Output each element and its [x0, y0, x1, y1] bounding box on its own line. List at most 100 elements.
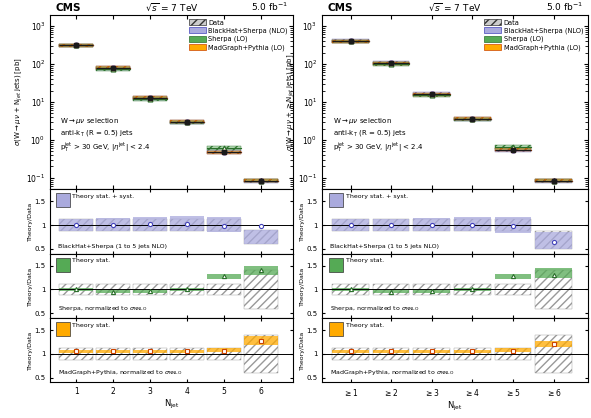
Bar: [245, 179, 278, 183]
X-axis label: N$_{\mathrm{jet}}$: N$_{\mathrm{jet}}$: [447, 400, 463, 413]
Bar: [332, 40, 369, 43]
Bar: [454, 117, 491, 120]
Bar: [535, 179, 572, 182]
Bar: [134, 96, 167, 100]
Bar: [454, 118, 491, 121]
Text: Sherpa, normalized to $\sigma_{\mathrm{NNLO}}$: Sherpa, normalized to $\sigma_{\mathrm{N…: [57, 304, 147, 313]
Bar: [56, 322, 70, 336]
Bar: [373, 62, 410, 65]
Bar: [414, 93, 450, 96]
Bar: [332, 40, 369, 43]
Bar: [134, 350, 167, 353]
Bar: [245, 179, 278, 183]
Bar: [60, 284, 93, 295]
Bar: [207, 150, 241, 154]
Bar: [96, 348, 130, 359]
Text: Theory stat.: Theory stat.: [346, 258, 384, 263]
Bar: [414, 92, 450, 97]
Bar: [454, 117, 491, 120]
Bar: [495, 148, 531, 151]
Bar: [535, 179, 572, 182]
Text: anti-k$_{\mathrm{T}}$ (R = 0.5) jets: anti-k$_{\mathrm{T}}$ (R = 0.5) jets: [333, 128, 407, 138]
Bar: [454, 118, 491, 121]
Bar: [60, 219, 93, 231]
Bar: [414, 93, 450, 96]
Bar: [170, 219, 204, 231]
Bar: [96, 350, 130, 353]
Bar: [535, 335, 572, 373]
Bar: [60, 43, 93, 48]
Bar: [60, 44, 93, 47]
Bar: [134, 284, 167, 295]
Bar: [134, 97, 167, 101]
Bar: [454, 284, 491, 295]
Bar: [414, 348, 450, 359]
Bar: [535, 231, 572, 249]
Bar: [207, 284, 241, 295]
Bar: [535, 179, 572, 183]
Bar: [414, 94, 450, 97]
Bar: [495, 145, 531, 149]
Bar: [332, 39, 369, 43]
Text: anti-k$_{\mathrm{T}}$ (R = 0.5) jets: anti-k$_{\mathrm{T}}$ (R = 0.5) jets: [60, 128, 134, 138]
Y-axis label: Theory/Data: Theory/Data: [300, 331, 305, 370]
Text: $\sqrt{s}$ = 7 TeV: $\sqrt{s}$ = 7 TeV: [145, 1, 198, 13]
Y-axis label: Theory/Data: Theory/Data: [28, 331, 33, 370]
Bar: [245, 336, 278, 345]
Y-axis label: Theory/Data: Theory/Data: [28, 202, 33, 241]
Bar: [60, 219, 93, 231]
Bar: [495, 148, 531, 152]
Text: BlackHat+Sherpa (1 to 5 jets NLO): BlackHat+Sherpa (1 to 5 jets NLO): [330, 244, 439, 249]
Text: Sherpa, normalized to $\sigma_{\mathrm{NNLO}}$: Sherpa, normalized to $\sigma_{\mathrm{N…: [330, 304, 420, 313]
Bar: [332, 348, 369, 359]
Bar: [134, 217, 167, 231]
Y-axis label: Theory/Data: Theory/Data: [300, 202, 305, 241]
Bar: [96, 219, 130, 231]
Bar: [96, 66, 130, 69]
Bar: [329, 322, 343, 336]
Bar: [96, 66, 130, 70]
Bar: [535, 335, 572, 373]
Bar: [535, 268, 572, 278]
X-axis label: N$_{\mathrm{jet}}$: N$_{\mathrm{jet}}$: [164, 398, 179, 411]
Bar: [170, 288, 204, 291]
Bar: [414, 92, 450, 97]
Bar: [535, 231, 572, 249]
Bar: [60, 288, 93, 291]
Bar: [373, 62, 410, 65]
Bar: [96, 219, 130, 231]
Text: MadGraph+Pythia, normalized to $\sigma_{\mathrm{NNLO}}$: MadGraph+Pythia, normalized to $\sigma_{…: [57, 368, 181, 377]
Bar: [414, 219, 450, 231]
Bar: [373, 284, 410, 295]
Bar: [454, 219, 491, 231]
Bar: [414, 219, 450, 231]
Bar: [332, 288, 369, 291]
Text: Theory stat.: Theory stat.: [346, 323, 384, 328]
Bar: [495, 217, 531, 233]
Bar: [373, 61, 410, 65]
Bar: [60, 350, 93, 353]
Bar: [245, 179, 278, 182]
Bar: [207, 217, 241, 232]
Bar: [332, 350, 369, 353]
Bar: [60, 44, 93, 47]
Bar: [414, 290, 450, 293]
Bar: [495, 348, 531, 359]
Bar: [373, 348, 410, 359]
Bar: [535, 179, 572, 182]
Bar: [454, 348, 491, 359]
Bar: [495, 148, 531, 151]
Bar: [245, 335, 278, 373]
Bar: [170, 120, 204, 123]
Bar: [207, 284, 241, 295]
Bar: [96, 284, 130, 295]
Bar: [170, 284, 204, 295]
Bar: [332, 284, 369, 295]
Bar: [535, 232, 572, 249]
Legend: Data, BlackHat+Sherpa (NLO), Sherpa (LO), MadGraph+Pythia (LO): Data, BlackHat+Sherpa (NLO), Sherpa (LO)…: [187, 18, 289, 52]
Bar: [414, 94, 450, 97]
Bar: [414, 284, 450, 295]
Bar: [332, 40, 369, 43]
Bar: [495, 219, 531, 231]
Bar: [134, 96, 167, 99]
